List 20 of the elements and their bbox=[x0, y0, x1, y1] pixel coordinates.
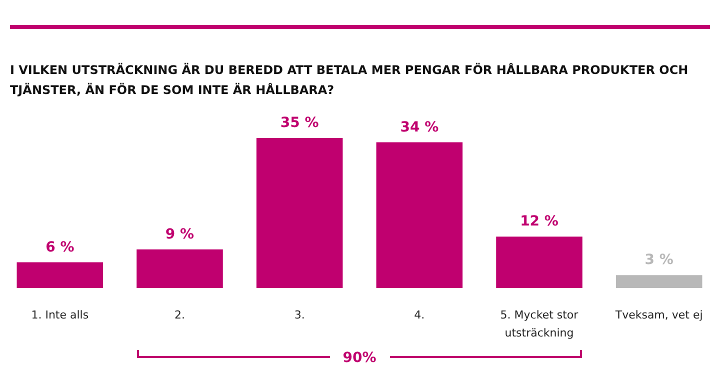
data-label: 9 % bbox=[165, 226, 194, 242]
x-tick-label: 5. Mycket stor utsträckning bbox=[500, 308, 579, 340]
bar bbox=[136, 249, 223, 288]
x-tick-label: 1. Inte alls bbox=[31, 308, 89, 322]
data-label: 6 % bbox=[46, 239, 74, 256]
bar bbox=[376, 142, 463, 288]
data-label: 12 % bbox=[520, 214, 558, 230]
bar bbox=[256, 138, 343, 288]
x-tick-label: 3. bbox=[294, 308, 305, 322]
x-tick-label: 2. bbox=[174, 308, 185, 322]
data-label: 35 % bbox=[280, 115, 319, 131]
data-label: 34 % bbox=[400, 119, 439, 136]
bar bbox=[496, 236, 582, 288]
chart-title: I VILKEN UTSTRÄCKNING ÄR DU BEREDD ATT BETALA MER PENGAR FÖR HÅLLBARA PRODUKTER OCH TJÄNSTER, ÄN FÖR DE SOM INTE ÄR HÅLLBARA? bbox=[10, 62, 690, 99]
text: 90% bbox=[342, 350, 376, 366]
x-tick-label: Tveksam, vet ej bbox=[614, 308, 703, 322]
bar bbox=[16, 262, 104, 288]
data-label: 3 % bbox=[644, 252, 674, 268]
bar bbox=[616, 275, 702, 288]
x-tick-label: 4. bbox=[414, 308, 425, 322]
